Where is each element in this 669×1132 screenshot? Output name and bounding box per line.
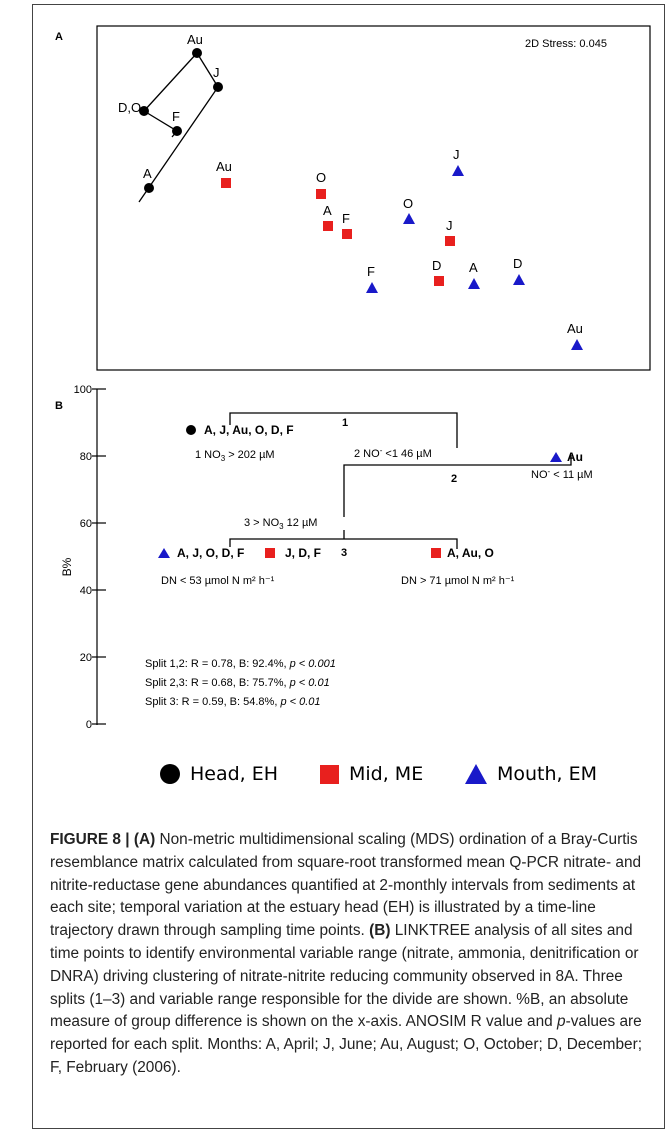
group-head-marker (186, 425, 196, 435)
mouth-point-a (468, 278, 480, 289)
legend-mouth-label: Mouth, EM (497, 763, 598, 785)
head-label-f: F (172, 109, 180, 124)
y-tick-40: 40 (80, 585, 92, 597)
stress-label: 2D Stress: 0.045 (525, 38, 607, 50)
head-points (139, 48, 223, 193)
y-tick-labels: 0 20 40 60 80 100 (74, 384, 92, 731)
mouth-point-f (366, 282, 378, 293)
head-label-a: A (143, 166, 152, 181)
mouth-point-d (513, 274, 525, 285)
caption-a-label: (A) (133, 831, 156, 848)
mouth-label-au: Au (567, 321, 583, 336)
panel-a-box (96, 25, 651, 371)
head-trajectory (138, 52, 219, 203)
legend: Head, EH Mid, ME Mouth, EM (160, 763, 660, 793)
group-right-mid-marker (431, 548, 441, 558)
node-labels: 1 2 3 (341, 417, 457, 559)
y-tick-0: 0 (86, 719, 92, 731)
group-right-mid-label: A, Au, O (447, 546, 494, 560)
rule-split-3: 3 > NO3 12 µM (244, 517, 317, 531)
mouth-label-j: J (453, 147, 460, 162)
group-head-label: A, J, Au, O, D, F (204, 423, 294, 437)
head-point-a (144, 183, 154, 193)
figure-frame (32, 4, 665, 1129)
mid-label-d: D (432, 258, 441, 273)
caption-p-italic: p (557, 1013, 566, 1031)
mid-label-a: A (323, 203, 332, 218)
head-labels: Au J D,O F A (118, 32, 220, 181)
rule-head: 1 NO3 > 202 µM (195, 449, 275, 463)
node-3: 3 (341, 547, 347, 559)
group-left-mid-marker (265, 548, 275, 558)
caption-b-text: LINKTREE analysis of all sites and time … (50, 922, 639, 1031)
panel-a-label: A (55, 31, 63, 43)
mid-point-a (323, 221, 333, 231)
linktree-lines (229, 412, 572, 549)
legend-head: Head, EH (160, 763, 278, 785)
figure-label: FIGURE 8 | (50, 831, 134, 848)
mouth-label-f: F (367, 264, 375, 279)
legend-mid: Mid, ME (320, 763, 423, 785)
mid-label-o: O (316, 170, 326, 185)
y-axis (92, 388, 106, 725)
mid-label-j: J (446, 218, 453, 233)
head-label-au: Au (187, 32, 203, 47)
caption-b-label: (B) (369, 922, 391, 940)
mouth-label-o: O (403, 196, 413, 211)
head-label-j: J (213, 65, 220, 80)
mouth-label-a: A (469, 260, 478, 275)
rule-split-2: 2 NO- <1 46 µM (354, 446, 432, 460)
head-point-do (139, 106, 149, 116)
group-mouth-au-marker (550, 452, 562, 462)
mid-points (221, 178, 455, 286)
group-left-mid-label: J, D, F (285, 546, 321, 560)
y-tick-100: 100 (74, 384, 92, 396)
legend-mouth: Mouth, EM (465, 763, 597, 785)
mid-labels: Au O A F J D (216, 159, 453, 273)
y-tick-20: 20 (80, 652, 92, 664)
mid-label-au: Au (216, 159, 232, 174)
head-label-do: D,O (118, 100, 141, 115)
stat-split-3: Split 3: R = 0.59, B: 54.8%, p < 0.01 (145, 696, 321, 708)
stat-split-2-3: Split 2,3: R = 0.68, B: 75.7%, p < 0.01 (145, 677, 330, 689)
mid-point-d (434, 276, 444, 286)
mid-point-f (342, 229, 352, 239)
mid-label-f: F (342, 211, 350, 226)
mouth-labels: J O F A D Au (367, 147, 583, 336)
mouth-points (366, 165, 583, 350)
mid-point-j (445, 236, 455, 246)
mouth-point-au (571, 339, 583, 350)
rule-mouth-au: NO- < 11 µM (531, 467, 593, 481)
y-tick-60: 60 (80, 518, 92, 530)
head-point-f (172, 126, 182, 136)
group-mouth-au-label: Au (567, 450, 583, 464)
stat-split-1-2: Split 1,2: R = 0.78, B: 92.4%, p < 0.001 (145, 658, 336, 670)
legend-head-label: Head, EH (190, 763, 279, 785)
mid-point-o (316, 189, 326, 199)
caption-a-text: Non-metric multidimensional scaling (MDS… (50, 831, 642, 940)
mid-point-au (221, 178, 231, 188)
group-left-mouth-marker (158, 548, 170, 558)
node-1: 1 (342, 417, 348, 429)
panel-b-label: B (55, 400, 63, 412)
head-point-j (213, 82, 223, 92)
circle-icon (160, 764, 180, 784)
rule-left: DN < 53 µmol N m² h⁻¹ (161, 575, 275, 587)
y-tick-80: 80 (80, 451, 92, 463)
rule-right: DN > 71 µmol N m² h⁻¹ (401, 575, 515, 587)
mouth-point-o (403, 213, 415, 224)
mouth-label-d: D (513, 256, 522, 271)
figure-caption: FIGURE 8 | (A) Non-metric multidimension… (50, 829, 650, 1080)
node-2: 2 (451, 473, 457, 485)
head-point-au (192, 48, 202, 58)
triangle-icon (465, 764, 487, 784)
mouth-point-j (452, 165, 464, 176)
legend-mid-label: Mid, ME (349, 763, 424, 785)
caption-c-text: -values are reported for each split. Mon… (50, 1013, 642, 1076)
split-stats: Split 1,2: R = 0.78, B: 92.4%, p < 0.001… (145, 658, 336, 708)
y-axis-label: B% (60, 557, 74, 576)
group-left-mouth-label: A, J, O, D, F (177, 546, 244, 560)
square-icon (320, 764, 339, 784)
